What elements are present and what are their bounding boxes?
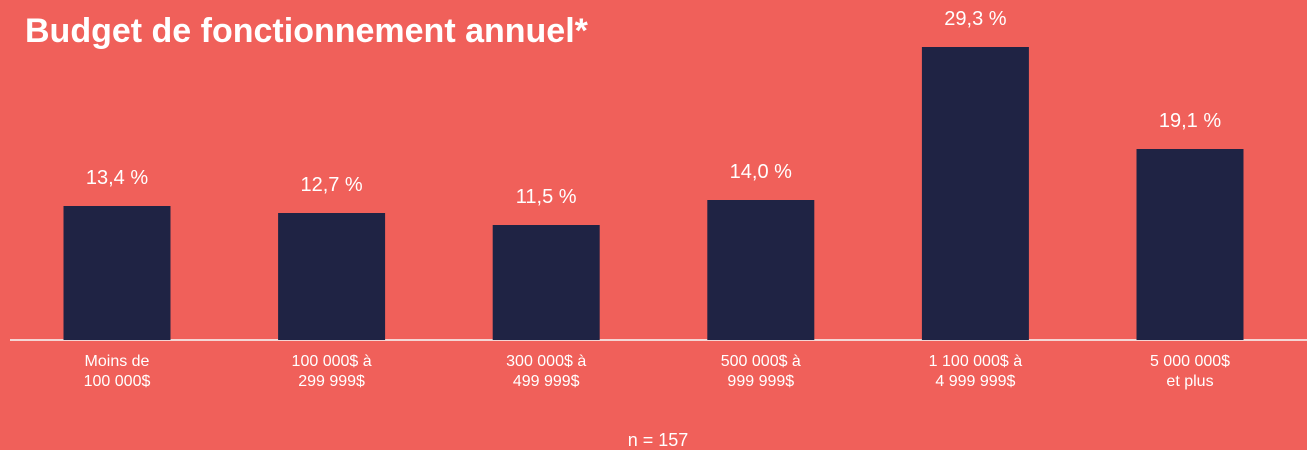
x-tick-label: Moins de 100 000$ (83, 353, 151, 390)
chart-title: Budget de fonctionnement annuel* (25, 12, 589, 50)
value-label: 11,5 % (516, 186, 577, 208)
value-label: 29,3 % (944, 8, 1006, 30)
value-label: 12,7 % (300, 174, 362, 196)
x-tick-label: 100 000$ à 299 999$ (291, 353, 372, 390)
bar (63, 206, 171, 340)
x-tick-label: 5 000 000$ et plus (1149, 353, 1231, 390)
note: n = 157 (628, 430, 689, 450)
bar (1136, 149, 1244, 340)
value-label: 13,4 % (86, 167, 148, 189)
x-tick-label: 500 000$ à 999 999$ (720, 353, 801, 390)
value-label: 19,1 % (1159, 110, 1221, 132)
x-tick-label: 1 100 000$ à 4 999 999$ (928, 353, 1023, 390)
bar (492, 225, 600, 340)
bar (707, 200, 815, 340)
bar (921, 47, 1029, 340)
bar (278, 213, 386, 340)
value-label: 14,0 % (730, 161, 792, 183)
x-tick-label: 300 000$ à 499 999$ (506, 353, 587, 390)
